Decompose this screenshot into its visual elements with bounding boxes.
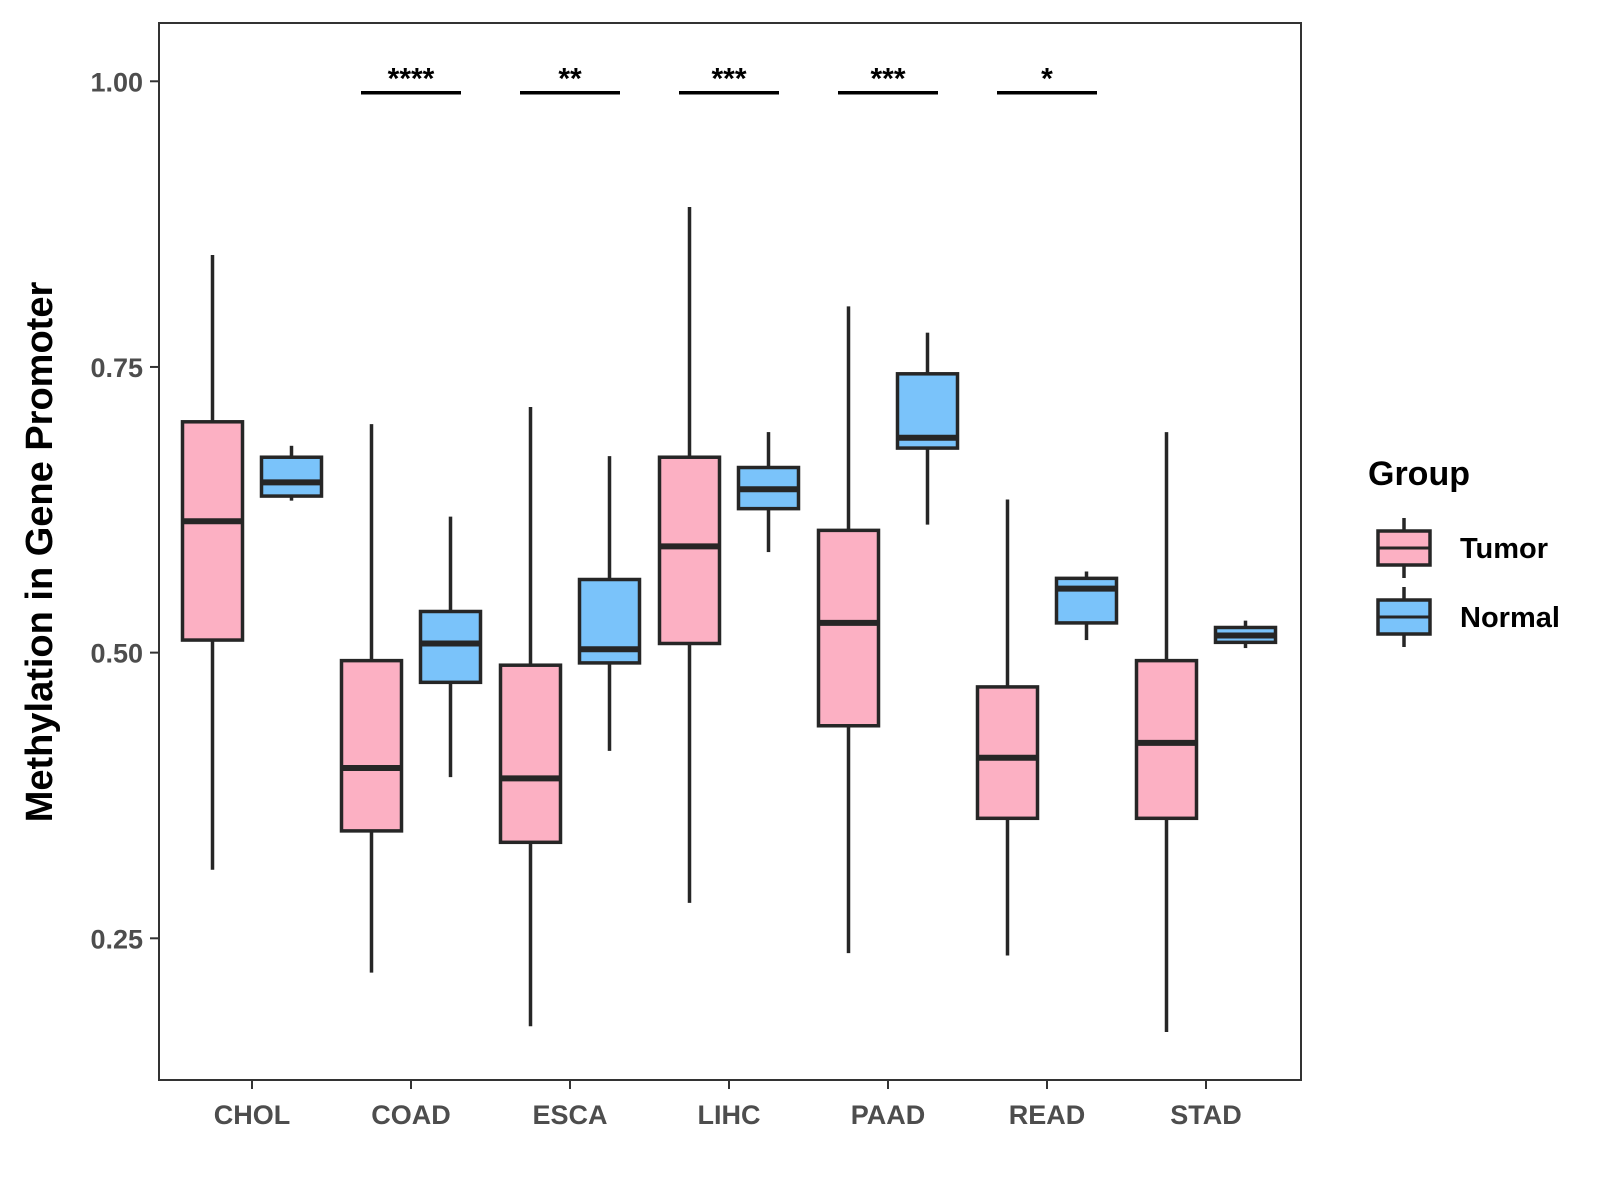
box-iqr — [180, 420, 245, 642]
legend-label: Tumor — [1460, 533, 1548, 565]
box-tumor-lihc — [657, 206, 722, 903]
box-iqr — [657, 455, 722, 646]
box-normal-lihc — [736, 432, 801, 553]
significance-label: **** — [388, 63, 435, 96]
x-tick-label: READ — [1009, 1100, 1086, 1130]
plot-panel-border — [158, 22, 1302, 1081]
x-tick-label: COAD — [371, 1100, 451, 1130]
box-tumor-paad — [816, 306, 881, 954]
y-tick-label: 0.25 — [90, 924, 143, 954]
box-iqr — [816, 528, 881, 728]
legend-title: Group — [1368, 455, 1470, 493]
box-tumor-coad — [339, 424, 404, 973]
x-tick-label: LIHC — [698, 1100, 761, 1130]
box-iqr — [418, 609, 483, 685]
y-tick-label: 0.50 — [90, 639, 143, 669]
x-tick-label: PAAD — [851, 1100, 926, 1130]
box-iqr — [975, 685, 1040, 821]
box-iqr — [498, 663, 563, 845]
box-iqr — [1054, 576, 1119, 625]
y-tick-label: 0.75 — [90, 353, 143, 383]
box-normal-esca — [577, 456, 642, 751]
legend-label: Normal — [1460, 602, 1560, 634]
box-iqr — [259, 455, 324, 498]
y-axis-ticks: 0.25 0.50 0.75 1.00 — [90, 67, 159, 954]
x-tick-label: STAD — [1170, 1100, 1242, 1130]
significance-label: *** — [711, 63, 746, 96]
box-iqr — [339, 658, 404, 833]
legend: Group Tumor Normal — [1368, 455, 1560, 647]
y-axis-title: Methylation in Gene Promoter — [19, 282, 61, 823]
box-tumor-stad — [1134, 432, 1199, 1033]
significance-label: ** — [558, 63, 582, 96]
x-tick-label: CHOL — [214, 1100, 291, 1130]
box-tumor-read — [975, 499, 1040, 956]
significance-annotations: **** ** *** *** * — [361, 63, 1097, 96]
box-normal-coad — [418, 516, 483, 778]
box-normal-chol — [259, 445, 324, 501]
x-tick-label: ESCA — [532, 1100, 607, 1130]
legend-item-tumor: Tumor — [1376, 518, 1548, 578]
box-tumor-chol — [180, 254, 245, 870]
significance-label: *** — [870, 63, 905, 96]
box-series — [180, 206, 1278, 1033]
box-normal-stad — [1213, 620, 1278, 649]
box-normal-read — [1054, 571, 1119, 641]
box-normal-paad — [895, 332, 960, 525]
significance-label: * — [1041, 63, 1053, 96]
box-iqr — [1134, 658, 1199, 821]
y-tick-label: 1.00 — [90, 67, 143, 97]
x-axis-ticks: CHOL COAD ESCA LIHC PAAD READ STAD — [214, 1080, 1242, 1130]
legend-item-normal: Normal — [1376, 587, 1560, 647]
box-tumor-esca — [498, 406, 563, 1027]
